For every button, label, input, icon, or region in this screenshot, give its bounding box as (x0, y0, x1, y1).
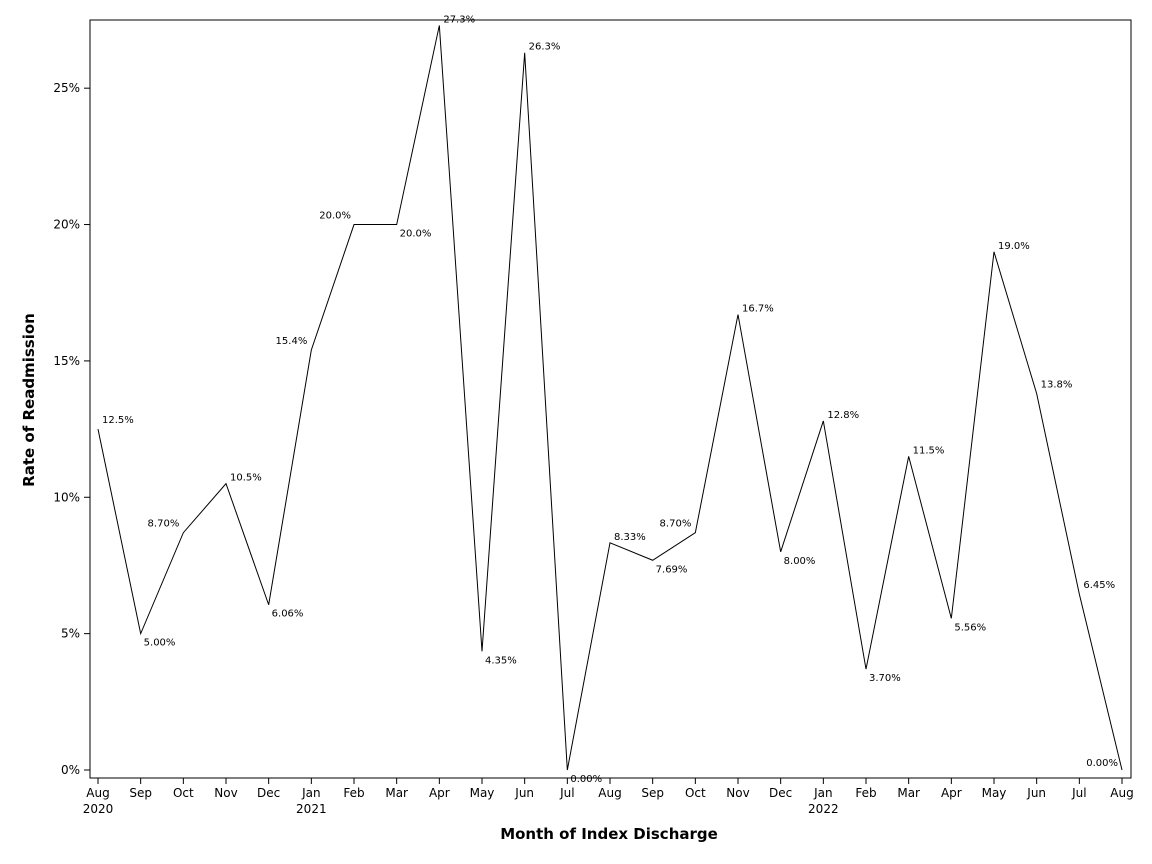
data-label: 3.70% (869, 673, 901, 684)
data-label: 12.8% (827, 410, 859, 421)
x-tick-label: May (470, 786, 495, 800)
x-tick-label: Jul (1071, 786, 1086, 800)
data-label: 7.69% (656, 564, 688, 575)
data-label: 6.06% (272, 609, 304, 620)
x-tick-label: Aug (598, 786, 621, 800)
data-label: 26.3% (529, 42, 561, 53)
data-label: 4.35% (485, 655, 517, 666)
y-axis: 0% 5% 10% 15% 20% 25% (53, 81, 90, 777)
x-tick-label: Mar (385, 786, 408, 800)
data-label: 27.3% (443, 14, 475, 25)
x-tick-label: Sep (641, 786, 664, 800)
x-tick-label: Oct (173, 786, 194, 800)
x-tick-label: Nov (726, 786, 749, 800)
x-tick-label: Dec (769, 786, 792, 800)
y-tick-label: 15% (53, 354, 80, 368)
readmission-rate-line (97, 25, 1123, 771)
data-label: 5.00% (144, 638, 176, 649)
x-axis-title: Month of Index Discharge (500, 825, 718, 843)
x-tick-label: Jun (1026, 786, 1046, 800)
x-tick-year-label: 2021 (296, 802, 327, 816)
x-tick-label: Jan (301, 786, 321, 800)
data-label: 12.5% (102, 415, 134, 426)
y-tick-label: 20% (53, 218, 80, 232)
x-tick-label: Feb (343, 786, 364, 800)
y-tick-label: 5% (61, 627, 80, 641)
x-tick-label: Jan (813, 786, 833, 800)
x-tick-label: Sep (129, 786, 152, 800)
data-label: 15.4% (276, 336, 308, 347)
data-label: 0.00% (570, 774, 602, 785)
data-label: 13.8% (1041, 380, 1073, 391)
data-label: 11.5% (913, 445, 945, 456)
x-tick-label: Nov (214, 786, 237, 800)
data-label: 5.56% (954, 622, 986, 633)
y-tick-label: 10% (53, 490, 80, 504)
y-tick-label: 25% (53, 81, 80, 95)
x-tick-label: Mar (897, 786, 920, 800)
data-label: 20.0% (319, 211, 351, 222)
x-tick-label: Dec (257, 786, 280, 800)
data-label: 8.00% (784, 556, 816, 567)
data-label: 10.5% (230, 473, 262, 484)
x-tick-label: Oct (685, 786, 706, 800)
y-axis-title: Rate of Readmission (20, 313, 38, 487)
x-axis: Aug 2020 Sep Oct Nov Dec Jan 2021 Feb Mar Apr May Ju… (83, 778, 1134, 816)
plot-frame (89, 19, 1132, 779)
data-label: 8.70% (148, 519, 180, 530)
x-tick-label: May (982, 786, 1007, 800)
x-tick-label: Apr (941, 786, 962, 800)
x-tick-label: Aug (1110, 786, 1133, 800)
data-label: 19.0% (998, 241, 1030, 252)
data-label: 0.00% (1086, 758, 1118, 769)
x-tick-label: Apr (429, 786, 450, 800)
x-tick-year-label: 2022 (808, 802, 839, 816)
x-tick-label: Aug (86, 786, 109, 800)
data-label: 20.0% (400, 229, 432, 240)
x-tick-year-label: 2020 (83, 802, 114, 816)
x-tick-label: Feb (855, 786, 876, 800)
y-tick-label: 0% (61, 763, 80, 777)
data-label: 6.45% (1083, 580, 1115, 591)
x-tick-label: Jun (514, 786, 534, 800)
data-labels: 12.5% 5.00% 8.70% 10.5% 6.06% 15.4% 20.0% 20.0%… (102, 14, 1118, 785)
data-label: 8.33% (614, 532, 646, 543)
data-label: 16.7% (742, 304, 774, 315)
data-label: 8.70% (660, 519, 692, 530)
x-tick-label: Jul (559, 786, 574, 800)
